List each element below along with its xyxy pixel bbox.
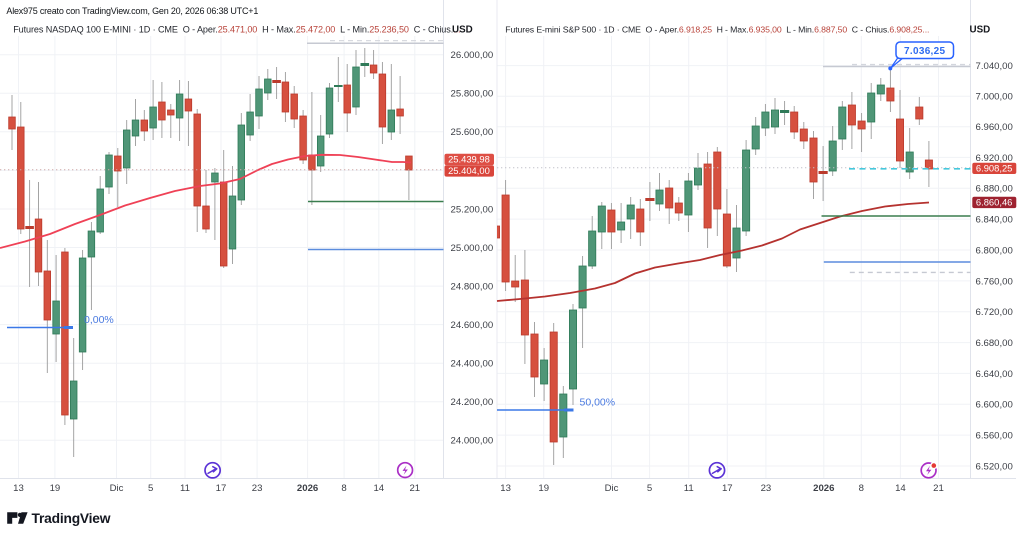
svg-text:Futures E-mini S&P 500 · 1D ·: Futures E-mini S&P 500 · 1D · CME O - Ap…	[505, 25, 929, 35]
svg-text:5: 5	[647, 483, 652, 494]
svg-text:6.560,00: 6.560,00	[976, 431, 1013, 442]
svg-text:8: 8	[341, 483, 346, 494]
svg-text:13: 13	[500, 483, 511, 494]
svg-text:TradingView: TradingView	[32, 511, 111, 526]
svg-text:7.000,00: 7.000,00	[976, 92, 1013, 103]
svg-text:17: 17	[722, 483, 733, 494]
svg-text:2026: 2026	[297, 483, 318, 494]
svg-text:11: 11	[684, 483, 694, 494]
svg-text:6.860,46: 6.860,46	[976, 197, 1013, 208]
svg-text:6.908,25: 6.908,25	[976, 162, 1013, 173]
svg-text:25.439,98: 25.439,98	[448, 154, 490, 165]
svg-text:6.960,00: 6.960,00	[976, 122, 1013, 133]
svg-text:6.760,00: 6.760,00	[976, 276, 1013, 287]
svg-text:11: 11	[180, 483, 190, 494]
svg-text:14: 14	[373, 483, 384, 494]
svg-text:6.880,00: 6.880,00	[976, 184, 1013, 195]
svg-text:21: 21	[933, 483, 944, 494]
svg-text:19: 19	[538, 483, 549, 494]
svg-text:24.400,00: 24.400,00	[451, 359, 494, 370]
svg-text:5: 5	[148, 483, 153, 494]
svg-text:14: 14	[895, 483, 906, 494]
svg-text:0,00%: 0,00%	[84, 314, 114, 326]
svg-text:25.404,00: 25.404,00	[448, 165, 490, 176]
svg-text:2026: 2026	[813, 483, 834, 494]
svg-text:Dic: Dic	[110, 483, 124, 494]
svg-text:Alex975 creato con TradingView: Alex975 creato con TradingView.com, Gen …	[6, 6, 258, 16]
svg-text:25.600,00: 25.600,00	[451, 127, 494, 138]
svg-text:6.520,00: 6.520,00	[976, 461, 1013, 472]
svg-text:6.600,00: 6.600,00	[976, 400, 1013, 411]
svg-text:24.200,00: 24.200,00	[451, 397, 494, 408]
svg-text:6.640,00: 6.640,00	[976, 369, 1013, 380]
svg-text:19: 19	[50, 483, 61, 494]
svg-text:17: 17	[216, 483, 227, 494]
svg-text:6.680,00: 6.680,00	[976, 338, 1013, 349]
svg-text:50,00%: 50,00%	[580, 397, 616, 409]
svg-text:6.840,00: 6.840,00	[976, 215, 1013, 226]
svg-text:Dic: Dic	[605, 483, 619, 494]
svg-text:7.040,00: 7.040,00	[976, 61, 1013, 72]
svg-text:6.720,00: 6.720,00	[976, 307, 1013, 318]
svg-text:25.800,00: 25.800,00	[451, 89, 494, 100]
svg-text:8: 8	[859, 483, 864, 494]
svg-text:7.036,25: 7.036,25	[904, 46, 945, 57]
svg-text:24.000,00: 24.000,00	[451, 436, 494, 447]
svg-text:25.000,00: 25.000,00	[451, 243, 494, 254]
svg-text:24.800,00: 24.800,00	[451, 282, 494, 293]
svg-text:13: 13	[13, 483, 24, 494]
svg-text:6.920,00: 6.920,00	[976, 153, 1013, 164]
svg-text:23: 23	[252, 483, 263, 494]
svg-text:25.200,00: 25.200,00	[451, 204, 494, 215]
svg-text:Futures NASDAQ 100 E-MINI · 1D: Futures NASDAQ 100 E-MINI · 1D · CME O -…	[13, 25, 460, 35]
svg-text:USD: USD	[970, 25, 991, 36]
svg-text:23: 23	[761, 483, 772, 494]
svg-text:26.000,00: 26.000,00	[451, 50, 494, 61]
svg-text:USD: USD	[452, 25, 473, 36]
svg-text:21: 21	[409, 483, 420, 494]
svg-text:24.600,00: 24.600,00	[451, 320, 494, 331]
svg-text:6.800,00: 6.800,00	[976, 245, 1013, 256]
